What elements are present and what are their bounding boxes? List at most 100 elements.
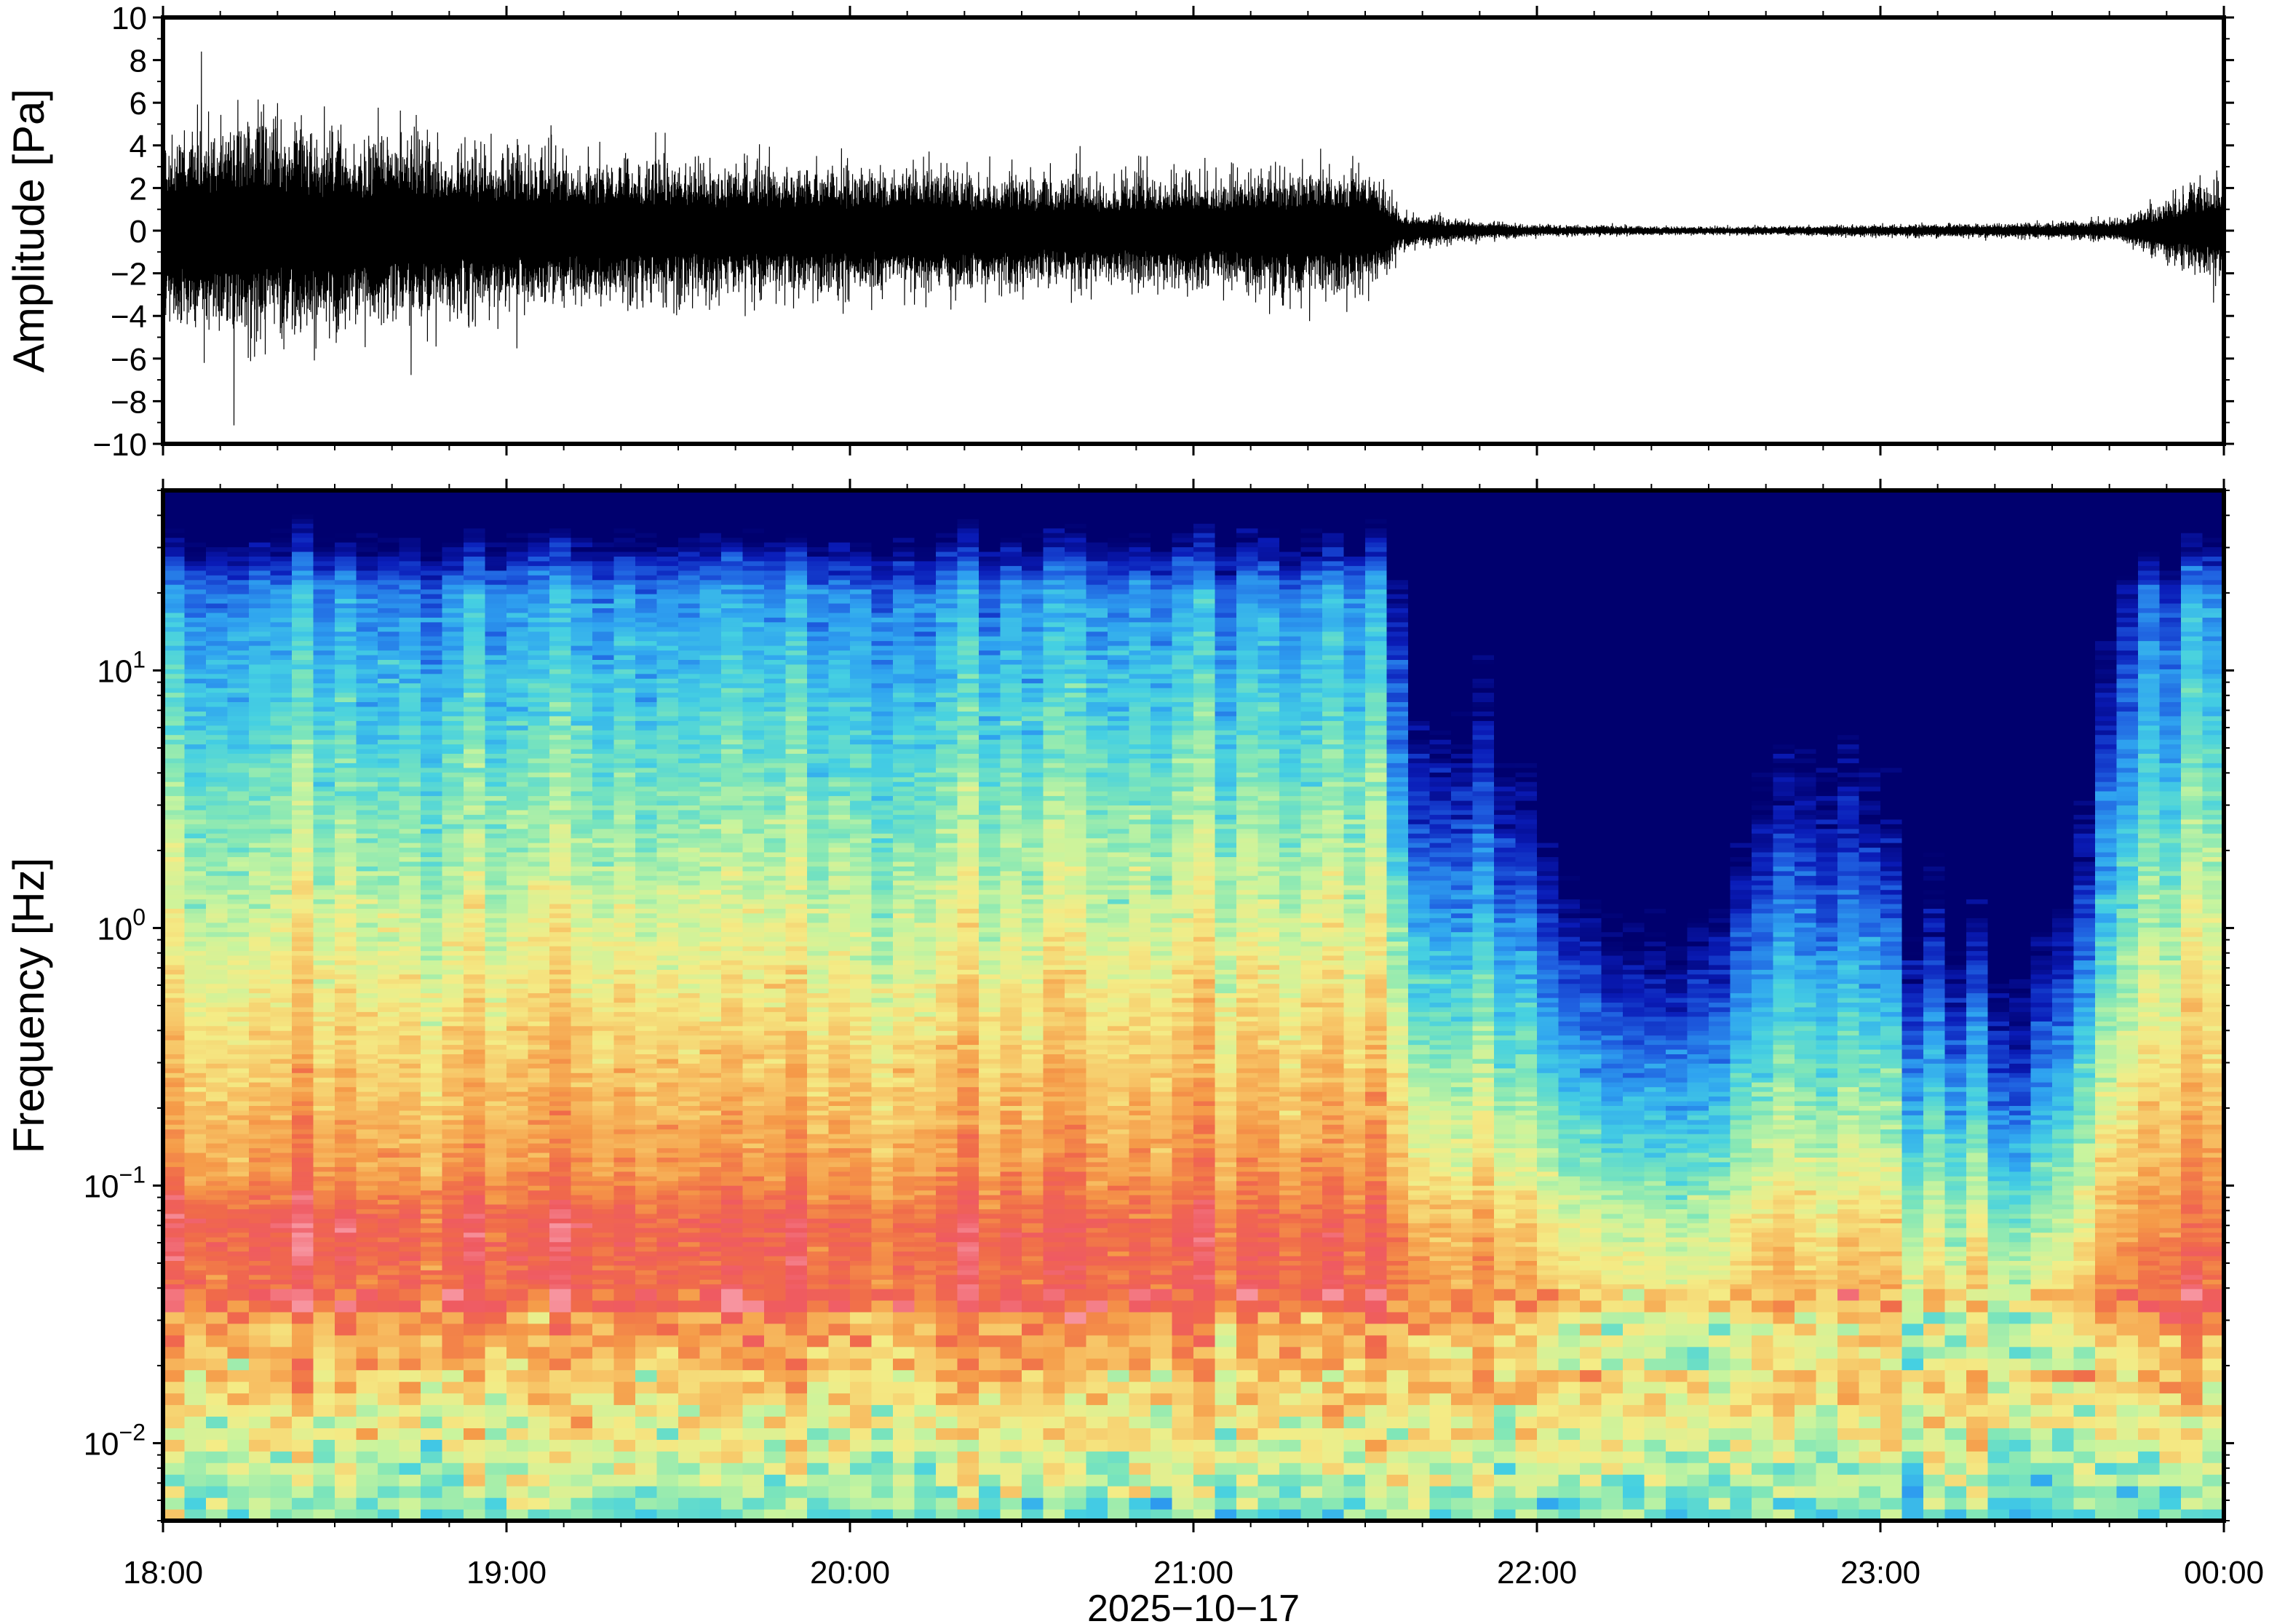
spectrogram-cell <box>442 763 464 768</box>
spectrogram-cell <box>506 748 529 754</box>
spectrogram-cell <box>613 711 636 717</box>
spectrogram-cell <box>356 753 378 759</box>
spectrogram-cell <box>721 1124 744 1130</box>
spectrogram-cell <box>399 608 421 613</box>
spectrogram-cell <box>442 1195 464 1201</box>
spectrogram-cell <box>249 495 271 501</box>
spectrogram-cell <box>184 612 207 618</box>
spectrogram-cell <box>399 1180 421 1186</box>
spectrogram-cell <box>656 1082 679 1088</box>
spectrogram-cell <box>184 495 207 501</box>
spectrogram-cell <box>399 612 421 618</box>
spectrogram-cell <box>699 744 722 749</box>
spectrogram-cell <box>227 1129 250 1134</box>
spectrogram-cell <box>399 866 421 872</box>
spectrogram-cell <box>184 1439 207 1452</box>
spectrogram-cell <box>635 964 658 970</box>
spectrogram-cell <box>592 617 615 623</box>
spectrogram-cell <box>163 602 186 608</box>
spectrogram-cell <box>528 1072 550 1078</box>
spectrogram-cell <box>442 1213 464 1219</box>
spectrogram-cell <box>249 757 271 763</box>
spectrogram-cell <box>399 894 421 900</box>
spectrogram-cell <box>571 533 593 538</box>
spectrogram-cell <box>163 786 186 792</box>
spectrogram-cell <box>249 843 271 848</box>
spectrogram-cell <box>378 678 400 684</box>
spectrogram-cell <box>270 1035 293 1040</box>
spectrogram-cell <box>421 621 443 627</box>
spectrogram-cell <box>613 1369 636 1382</box>
spectrogram-cell <box>613 537 636 543</box>
spectrogram-cell <box>442 1002 464 1008</box>
spectrogram-cell <box>313 851 335 857</box>
spectrogram-cell <box>292 523 314 529</box>
spectrogram-cell <box>163 579 186 585</box>
spectrogram-cell <box>592 1180 615 1186</box>
spectrogram-cell <box>227 1289 250 1301</box>
spectrogram-cell <box>678 659 701 665</box>
spectrogram-cell <box>678 1124 701 1130</box>
spectrogram-cell <box>485 1209 507 1214</box>
spectrogram-cell <box>721 1428 744 1440</box>
spectrogram-cell <box>270 734 293 740</box>
spectrogram-cell <box>485 1369 507 1382</box>
spectrogram-cell <box>592 678 615 684</box>
spectrogram-cell <box>399 791 421 797</box>
spectrogram-cell <box>528 791 550 797</box>
spectrogram-cell <box>571 748 593 754</box>
spectrogram-cell <box>313 739 335 745</box>
spectrogram-cell <box>571 828 593 834</box>
spectrogram-cell <box>356 1497 378 1510</box>
spectrogram-cell <box>699 533 722 538</box>
spectrogram-cell <box>613 518 636 524</box>
spectrogram-cell <box>549 856 572 862</box>
spectrogram-cell <box>549 1054 572 1059</box>
spectrogram-cell <box>678 795 701 801</box>
spectrogram-cell <box>184 1134 207 1139</box>
spectrogram-cell <box>506 701 529 707</box>
spectrogram-cell <box>249 1241 271 1247</box>
spectrogram-cell <box>249 1265 271 1270</box>
spectrogram-cell <box>163 1030 186 1036</box>
spectrogram-cell <box>506 1346 529 1359</box>
spectrogram-cell <box>313 602 335 608</box>
spectrogram-cell <box>528 814 550 820</box>
spectrogram-cell <box>399 805 421 811</box>
spectrogram-cell <box>656 979 679 984</box>
spectrogram-cell <box>442 1072 464 1078</box>
spectrogram-cell <box>270 701 293 707</box>
spectrogram-cell <box>163 720 186 726</box>
spectrogram-cell <box>656 1006 679 1012</box>
spectrogram-cell <box>571 964 593 970</box>
spectrogram-cell <box>421 626 443 632</box>
spectrogram-cell <box>399 1213 421 1219</box>
spectrogram-cell <box>292 1227 314 1233</box>
spectrogram-cell <box>292 584 314 590</box>
spectrogram-cell <box>335 1289 357 1301</box>
spectrogram-cell <box>635 1124 658 1130</box>
spectrogram-cell <box>356 983 378 989</box>
spectrogram-cell <box>356 1300 378 1313</box>
spectrogram-cell <box>592 537 615 543</box>
spectrogram-cell <box>549 819 572 824</box>
spectrogram-cell <box>571 763 593 768</box>
spectrogram-cell <box>656 523 679 529</box>
spectrogram-cell <box>335 824 357 829</box>
spectrogram-cell <box>421 1393 443 1406</box>
spectrogram-cell <box>528 701 550 707</box>
spectrogram-cell <box>613 899 636 904</box>
spectrogram-cell <box>571 941 593 947</box>
spectrogram-cell <box>699 1323 722 1336</box>
spectrogram-cell <box>313 1082 335 1088</box>
spectrogram-cell <box>378 983 400 989</box>
spectrogram-cell <box>356 1283 378 1289</box>
spectrogram-cell <box>206 640 229 646</box>
spectrogram-cell <box>485 664 507 669</box>
spectrogram-cell <box>163 908 186 914</box>
spectrogram-cell <box>292 753 314 759</box>
spectrogram-cell <box>678 941 701 947</box>
spectrogram-cell <box>442 969 464 975</box>
spectrogram-cell <box>292 706 314 712</box>
spectrogram-cell <box>356 964 378 970</box>
